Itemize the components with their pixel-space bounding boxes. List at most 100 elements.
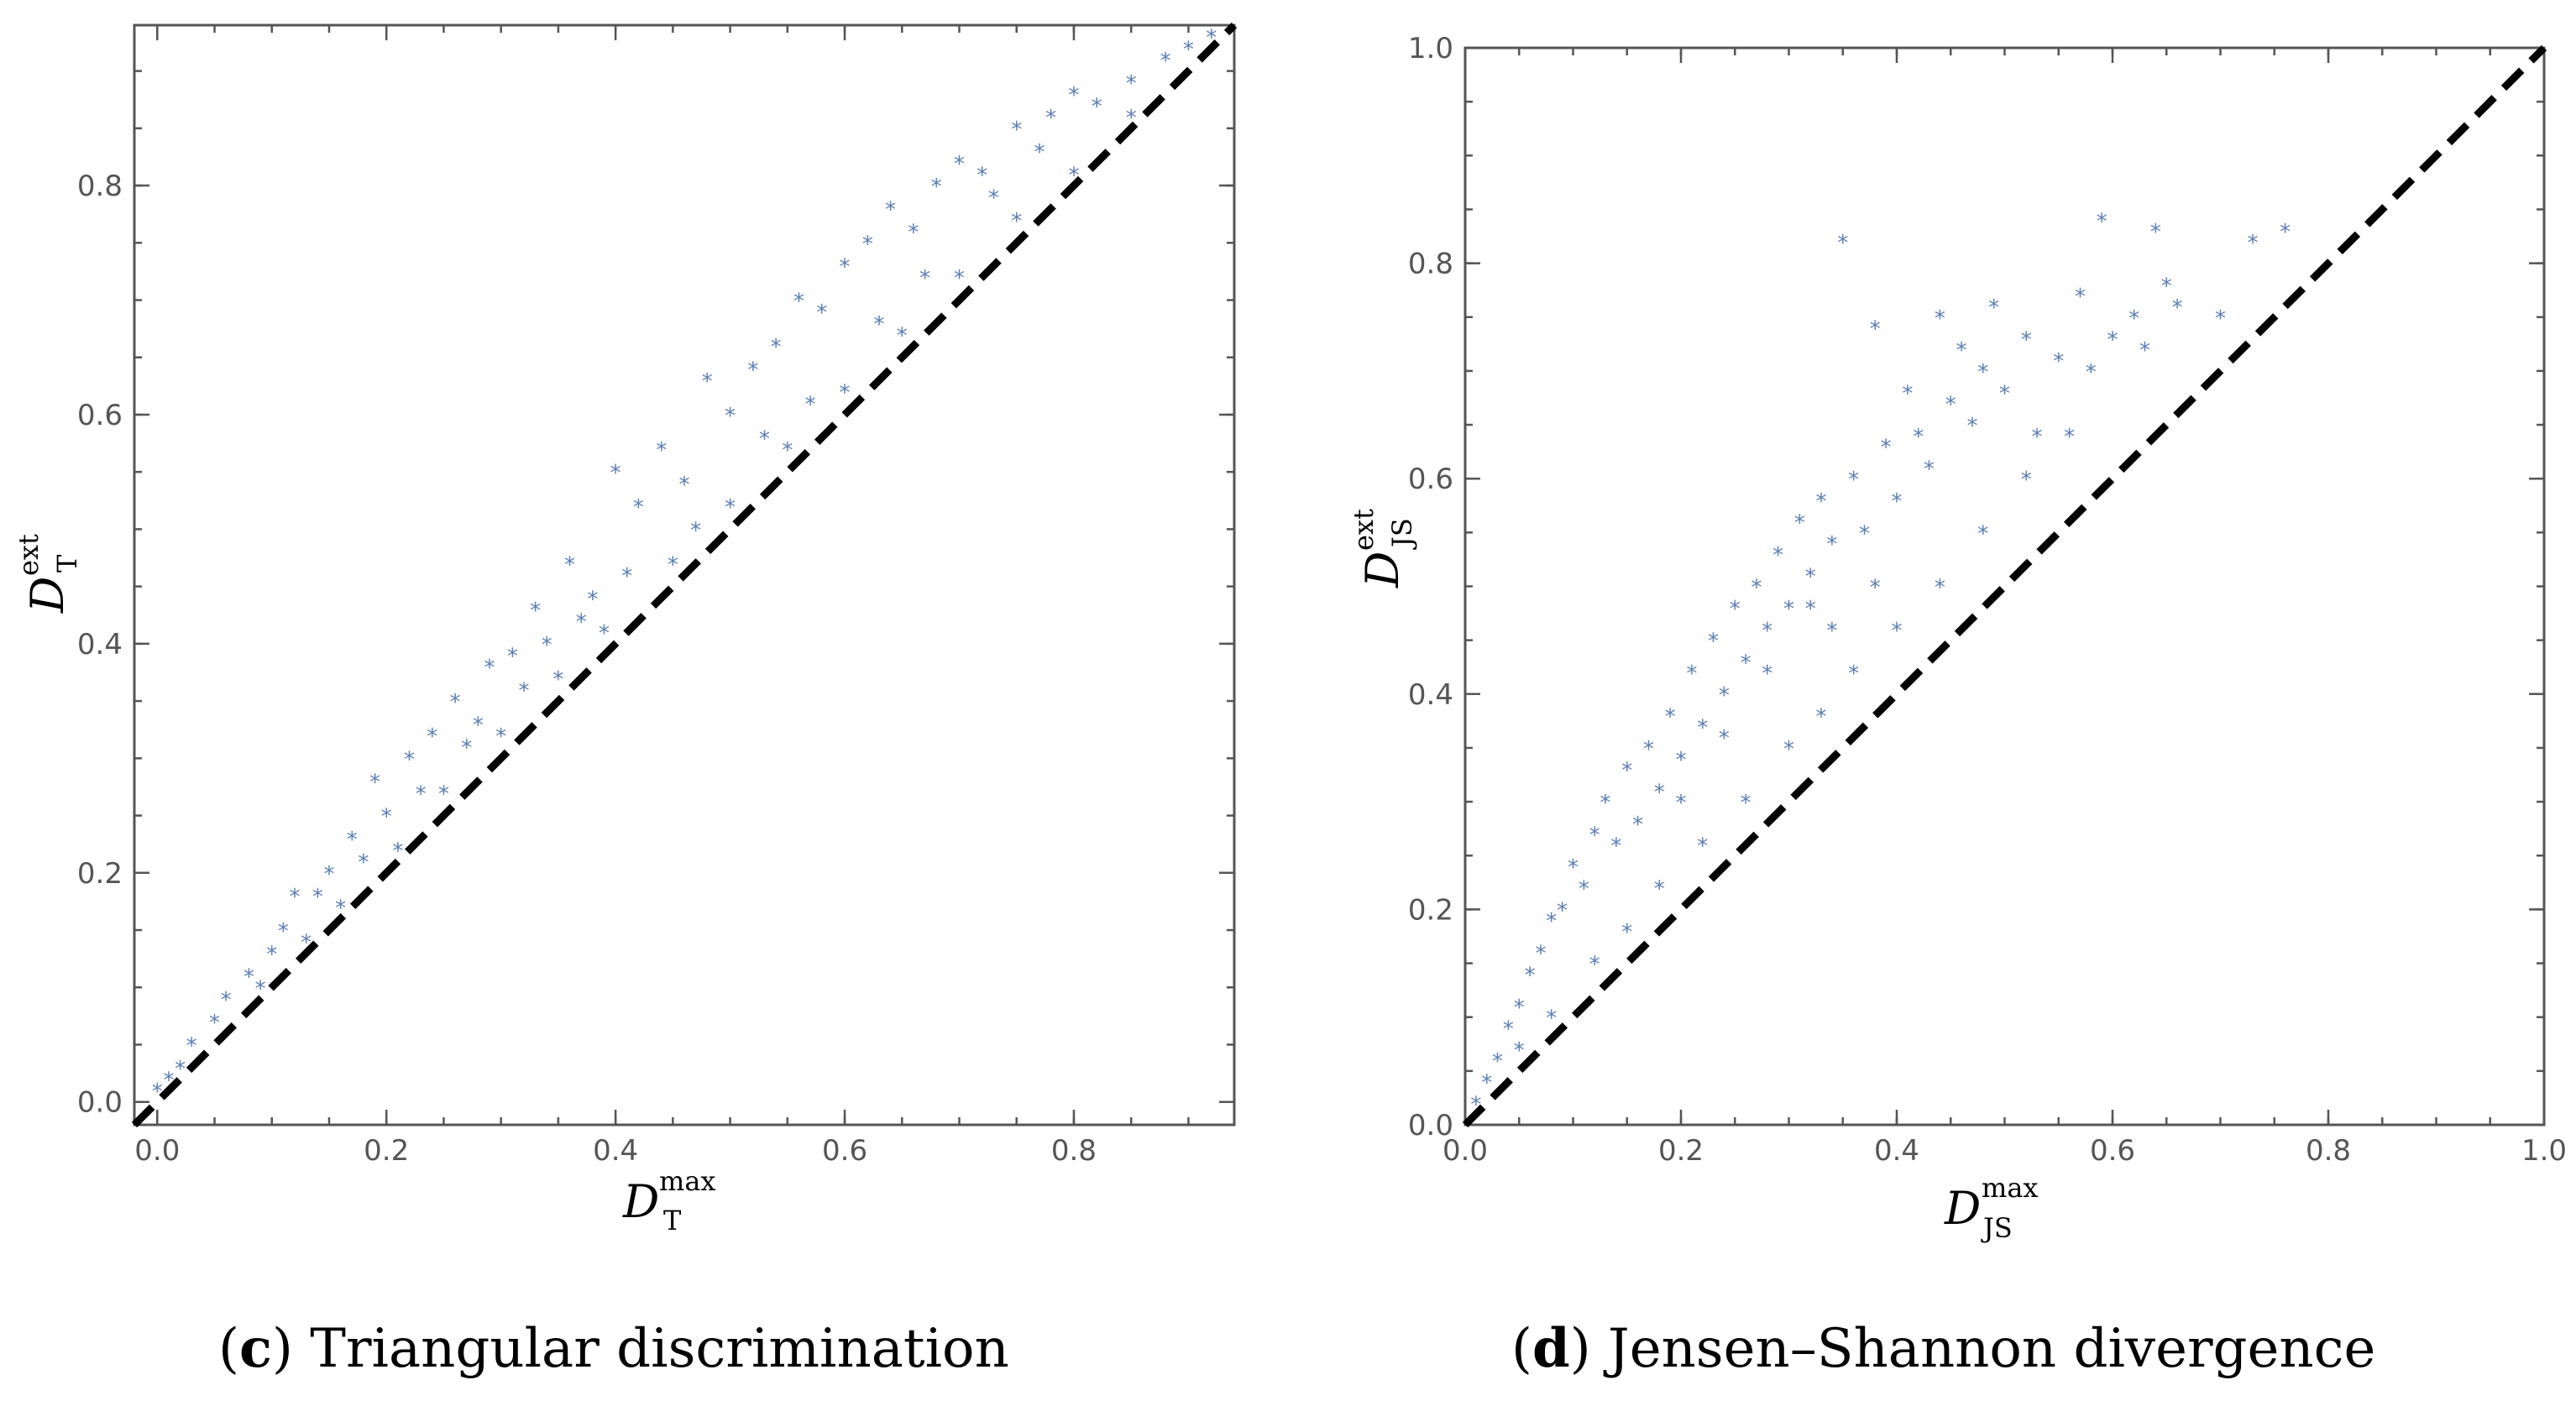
panel-d-caption: (d) Jensen–Shannon divergence [1511, 1317, 2375, 1380]
x-tick-label: 0.6 [2090, 1134, 2135, 1168]
x-tick-label: 0.8 [2306, 1134, 2351, 1168]
data-point: * [518, 678, 529, 703]
data-point: * [1816, 489, 1827, 515]
panel-d-ylabel-sub: JS [1386, 518, 1418, 550]
data-point: * [1945, 392, 1956, 417]
data-point: * [1870, 576, 1881, 601]
data-point: * [2128, 306, 2139, 332]
data-point: * [610, 461, 621, 486]
data-point: * [1935, 576, 1945, 601]
data-point: * [621, 564, 632, 589]
data-point: * [1579, 877, 1589, 902]
data-point: * [1783, 597, 1794, 622]
data-point: * [2075, 285, 2086, 310]
data-point: * [725, 404, 736, 429]
data-point: * [954, 152, 965, 177]
data-point: * [1730, 597, 1741, 622]
data-point: * [1935, 306, 1945, 332]
data-point: * [1870, 317, 1881, 342]
data-point: * [347, 828, 358, 853]
data-point: * [1034, 140, 1045, 165]
data-point: * [1654, 877, 1665, 902]
panel-d-ylabel-sup: ext [1348, 509, 1380, 551]
data-point: * [805, 392, 816, 417]
panel-d-ylabel: D ext JS [1348, 509, 1418, 588]
y-tick-label: 0.2 [77, 857, 123, 891]
data-point: * [1503, 1017, 1514, 1043]
data-point: * [381, 805, 392, 830]
data-point: * [507, 645, 518, 670]
data-point: * [1956, 338, 1967, 363]
data-point: * [312, 885, 323, 910]
data-point: * [1068, 163, 1079, 188]
panel-d-xlabel-sub: JS [1981, 1212, 2013, 1244]
data-point: * [576, 610, 587, 635]
data-point: * [1045, 106, 1056, 131]
data-point: * [793, 290, 804, 315]
panel-d-xlabel-sup: max [1982, 1172, 2038, 1204]
x-tick-label: 0.2 [364, 1134, 409, 1168]
data-point: * [552, 667, 563, 693]
data-point: * [931, 175, 942, 200]
x-tick-label: 0.8 [1051, 1134, 1097, 1168]
data-point: * [1848, 661, 1859, 687]
panel-c-caption-letter: c [239, 1317, 272, 1380]
data-point: * [599, 621, 610, 646]
data-point: * [1708, 630, 1719, 655]
data-point: * [392, 839, 403, 865]
data-point: * [1881, 436, 1892, 461]
data-point: * [1160, 49, 1171, 74]
data-point: * [2215, 306, 2226, 332]
panel-c-caption-title: Triangular discrimination [310, 1318, 1009, 1380]
panel-c-caption: (c) Triangular discrimination [218, 1317, 1009, 1380]
data-point: * [564, 552, 575, 578]
data-point: * [1092, 95, 1102, 120]
panel-c-ylabel-sup: ext [13, 534, 45, 576]
data-point: * [1600, 791, 1611, 816]
data-point: * [301, 931, 312, 956]
data-point: * [1977, 521, 1988, 546]
data-point: * [919, 266, 930, 291]
panel-d-xlabel: D max JS [1944, 1172, 2038, 1244]
data-point: * [702, 369, 713, 395]
y-tick-label: 0.8 [77, 170, 123, 203]
data-point: * [885, 197, 896, 222]
panel-d-caption-letter: d [1532, 1317, 1570, 1380]
data-point: * [1068, 83, 1079, 108]
data-point: * [404, 747, 415, 772]
panel-c-xlabel-sub: T [663, 1205, 682, 1236]
panel-d-xlabel-base: D [1944, 1182, 1981, 1235]
data-point: * [587, 587, 598, 612]
data-point: * [816, 301, 827, 326]
data-point: * [1610, 834, 1621, 859]
y-tick-label: 0.6 [77, 399, 123, 432]
data-point: * [461, 736, 472, 761]
data-point: * [1741, 651, 1751, 676]
data-point: * [335, 897, 346, 922]
data-point: * [1741, 791, 1751, 816]
panel-c-caption-text: (c) Triangular discrimination [218, 1317, 1009, 1380]
data-point: * [1719, 726, 1730, 751]
data-point: * [1621, 920, 1632, 945]
data-point: * [1011, 209, 1022, 234]
data-point: * [747, 358, 758, 383]
data-point: * [1999, 382, 2010, 407]
data-point: * [1772, 543, 1783, 568]
panel-c-xlabel-base: D [622, 1175, 659, 1228]
data-point: * [1794, 511, 1805, 536]
panel-c-points: * * ****************** ************** ******… [152, 26, 1217, 1105]
data-point: * [1514, 1038, 1525, 1064]
data-point: * [1654, 780, 1665, 805]
data-point: * [2086, 360, 2097, 385]
data-point: * [1892, 489, 1903, 515]
data-point: * [1011, 118, 1022, 143]
data-point: * [1665, 704, 1676, 729]
data-point: * [1783, 737, 1794, 762]
data-point: * [1816, 704, 1827, 729]
y-tick-label: 0.4 [77, 628, 123, 661]
data-point: * [1589, 953, 1600, 978]
data-point: * [1676, 791, 1687, 816]
x-tick-label: 1.0 [2521, 1134, 2567, 1168]
y-tick-label: 0.0 [77, 1086, 123, 1120]
data-point: * [1686, 661, 1697, 687]
